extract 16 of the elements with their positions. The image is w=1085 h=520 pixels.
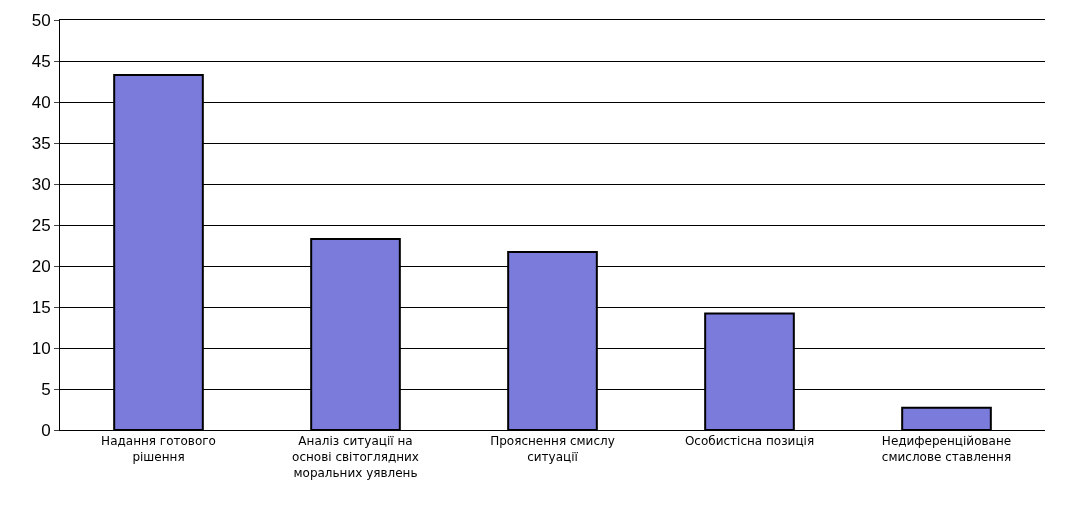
y-tick-label: 25 xyxy=(31,215,51,235)
x-tick-label: Прояснення смислу ситуації xyxy=(490,434,615,464)
y-tick-label: 20 xyxy=(31,256,51,276)
x-tick-label: Особистісна позиція xyxy=(684,434,815,449)
y-tick-label: 0 xyxy=(41,420,51,440)
y-tick-label: 40 xyxy=(31,92,51,112)
y-tick-label: 30 xyxy=(31,174,51,194)
y-tick-label: 10 xyxy=(31,338,51,358)
y-tick-label: 35 xyxy=(31,133,51,153)
y-tick-label: 50 xyxy=(31,10,51,30)
x-tick-label: Надання готового рішення xyxy=(101,434,216,464)
x-tick-label: Аналіз ситуації на основі світоглядних моральних уявлень xyxy=(292,434,419,480)
y-tick-label: 5 xyxy=(41,379,51,399)
x-tick-label: Недиференційоване смислове ставлення xyxy=(881,434,1012,464)
y-tick-label: 45 xyxy=(31,51,51,71)
y-tick-label: 15 xyxy=(31,297,51,317)
